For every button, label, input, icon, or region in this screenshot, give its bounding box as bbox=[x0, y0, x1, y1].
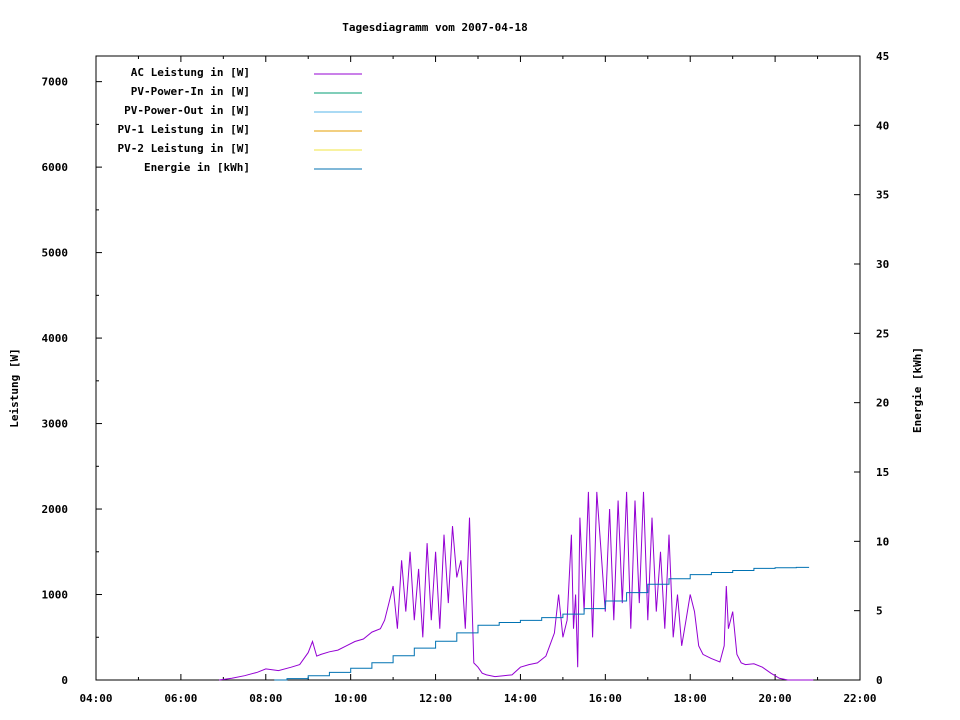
y-tick-label: 3000 bbox=[42, 418, 69, 431]
legend: AC Leistung in [W] PV-Power-In in [W] PV-P… bbox=[118, 66, 362, 174]
y-tick-label: 1000 bbox=[42, 589, 69, 602]
x-tick-label: 16:00 bbox=[589, 692, 622, 705]
y2-tick-label: 35 bbox=[876, 189, 889, 202]
chart-title: Tagesdiagramm vom 2007-04-18 bbox=[342, 21, 527, 34]
y-tick-label: 4000 bbox=[42, 332, 69, 345]
x-axis-ticks: 04:00 06:00 08:00 10:00 12:00 14:00 16:00 18:00… bbox=[79, 56, 877, 705]
legend-label: PV-1 Leistung in [W] bbox=[118, 123, 250, 136]
y2-axis-ticks: 0 5 10 15 20 25 30 35 40 45 bbox=[854, 50, 889, 687]
y-tick-label: 5000 bbox=[42, 247, 69, 260]
y2-tick-label: 20 bbox=[876, 397, 889, 410]
y-axis-ticks: 0 1000 2000 3000 4000 5000 6000 7000 bbox=[42, 76, 102, 687]
legend-label: PV-Power-Out in [W] bbox=[124, 104, 250, 117]
legend-label: PV-2 Leistung in [W] bbox=[118, 142, 250, 155]
y2-tick-label: 40 bbox=[876, 119, 889, 132]
legend-label: AC Leistung in [W] bbox=[131, 66, 250, 79]
x-tick-label: 04:00 bbox=[79, 692, 112, 705]
y2-tick-label: 25 bbox=[876, 327, 889, 340]
y-tick-label: 0 bbox=[61, 674, 68, 687]
x-tick-label: 10:00 bbox=[334, 692, 367, 705]
y-axis-label: Leistung [W] bbox=[8, 348, 21, 427]
series-lines bbox=[219, 491, 814, 681]
y-tick-label: 7000 bbox=[42, 76, 69, 89]
x-tick-label: 14:00 bbox=[504, 692, 537, 705]
y-tick-label: 2000 bbox=[42, 503, 69, 516]
y2-tick-label: 5 bbox=[876, 605, 883, 618]
x-tick-label: 08:00 bbox=[249, 692, 282, 705]
y2-axis-label: Energie [kWh] bbox=[911, 347, 924, 433]
y-tick-label: 6000 bbox=[42, 161, 69, 174]
x-tick-label: 22:00 bbox=[843, 692, 876, 705]
x-tick-label: 06:00 bbox=[164, 692, 197, 705]
legend-label: PV-Power-In in [W] bbox=[131, 85, 250, 98]
x-tick-label: 20:00 bbox=[759, 692, 792, 705]
x-tick-label: 12:00 bbox=[419, 692, 452, 705]
y2-tick-label: 10 bbox=[876, 535, 889, 548]
y2-tick-label: 15 bbox=[876, 466, 889, 479]
y2-tick-label: 45 bbox=[876, 50, 889, 63]
y2-tick-label: 0 bbox=[876, 674, 883, 687]
series-line-ac-leistung-in-w bbox=[219, 491, 814, 681]
x-tick-label: 18:00 bbox=[674, 692, 707, 705]
legend-label: Energie in [kWh] bbox=[144, 161, 250, 174]
series-line-energie-in-kwh bbox=[274, 566, 810, 681]
y2-tick-label: 30 bbox=[876, 258, 889, 271]
